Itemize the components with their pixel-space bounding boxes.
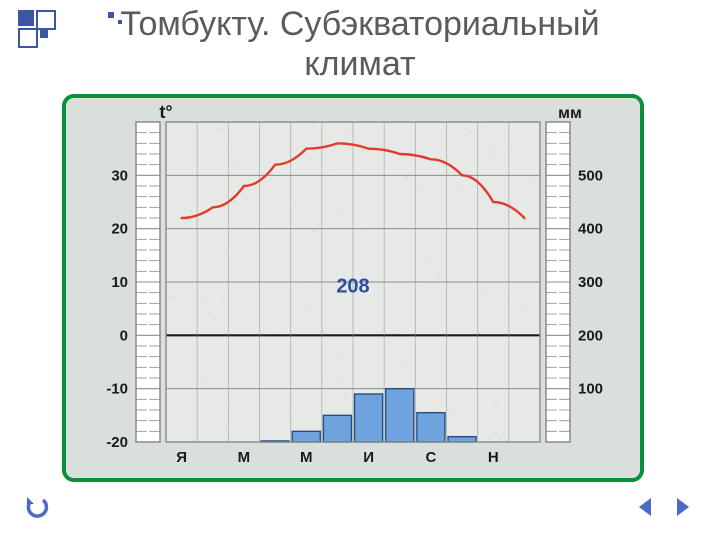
- svg-text:200: 200: [578, 327, 603, 344]
- svg-text:М: М: [300, 449, 313, 466]
- climograph-frame: 3020100-10-20500400300200100t°ммЯММИСН20…: [62, 94, 644, 482]
- svg-text:100: 100: [578, 381, 603, 398]
- svg-text:С: С: [425, 449, 436, 466]
- svg-text:t°: t°: [159, 102, 172, 122]
- svg-text:-20: -20: [106, 434, 128, 451]
- undo-button[interactable]: [22, 492, 52, 522]
- climograph: 3020100-10-20500400300200100t°ммЯММИСН20…: [66, 98, 640, 478]
- chevron-left-icon: [633, 495, 657, 519]
- next-button[interactable]: [668, 492, 698, 522]
- undo-icon: [24, 494, 50, 520]
- svg-text:И: И: [363, 449, 374, 466]
- svg-text:500: 500: [578, 167, 603, 184]
- svg-text:300: 300: [578, 274, 603, 291]
- svg-text:10: 10: [111, 274, 128, 291]
- svg-text:Н: Н: [488, 449, 499, 466]
- prev-button[interactable]: [630, 492, 660, 522]
- svg-text:мм: мм: [558, 105, 582, 122]
- svg-text:30: 30: [111, 167, 128, 184]
- svg-text:Я: Я: [176, 449, 187, 466]
- svg-text:-10: -10: [106, 381, 128, 398]
- chevron-right-icon: [671, 495, 695, 519]
- svg-text:М: М: [238, 449, 251, 466]
- slide: Томбукту. Субэкваториальный климат 30 20 1…: [0, 0, 720, 540]
- slide-title: Томбукту. Субэкваториальный климат: [0, 4, 720, 84]
- svg-text:20: 20: [111, 221, 128, 238]
- svg-text:400: 400: [578, 221, 603, 238]
- svg-text:208: 208: [336, 276, 369, 298]
- svg-text:0: 0: [120, 327, 128, 344]
